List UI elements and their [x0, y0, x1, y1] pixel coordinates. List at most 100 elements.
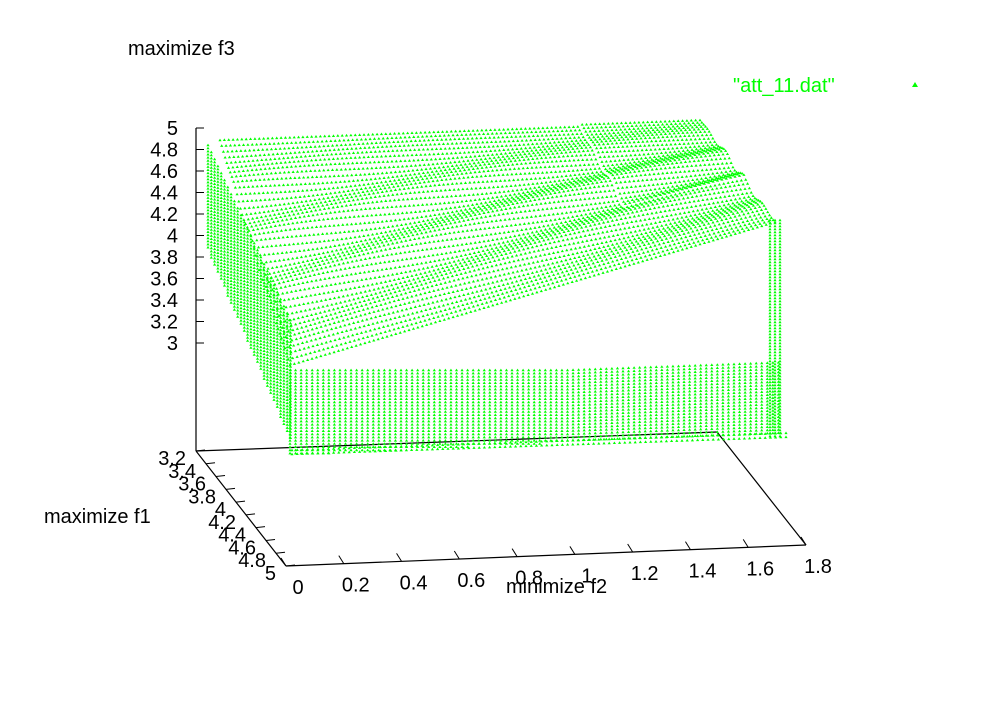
data-point — [332, 410, 336, 413]
data-point — [660, 381, 664, 384]
data-point — [760, 393, 764, 397]
data-point — [471, 413, 475, 416]
data-point — [546, 137, 550, 141]
data-point — [382, 429, 386, 432]
data-point — [773, 356, 777, 360]
data-point — [650, 133, 654, 136]
data-point — [393, 407, 398, 410]
data-point — [226, 222, 230, 226]
data-point — [285, 373, 289, 377]
data-point — [454, 416, 459, 420]
data-point — [615, 121, 619, 125]
data-point — [213, 241, 217, 244]
data-point — [209, 218, 213, 222]
data-point — [241, 199, 245, 203]
data-point — [356, 178, 360, 182]
data-point — [765, 415, 769, 419]
data-point — [471, 403, 475, 407]
data-point — [288, 362, 293, 365]
data-point — [504, 403, 509, 407]
data-point — [604, 402, 608, 405]
data-point — [239, 319, 243, 322]
data-point — [521, 387, 525, 391]
data-point — [687, 153, 691, 156]
data-point — [360, 413, 364, 416]
data-point — [571, 406, 575, 410]
data-point — [488, 423, 492, 426]
data-point — [510, 426, 514, 429]
x-tick-label: 0 — [292, 577, 303, 599]
data-point — [773, 293, 777, 297]
data-point — [282, 170, 287, 174]
data-point — [377, 375, 381, 378]
data-point — [279, 409, 283, 412]
data-point — [510, 400, 514, 404]
data-point — [638, 391, 642, 395]
data-point — [407, 179, 412, 183]
data-point — [305, 403, 309, 407]
data-point — [651, 128, 655, 132]
data-point — [266, 191, 270, 194]
data-point — [460, 413, 464, 416]
data-point — [272, 323, 276, 327]
data-point — [560, 378, 564, 381]
data-point — [538, 435, 542, 439]
data-point — [410, 442, 414, 445]
data-point — [332, 435, 336, 439]
data-point — [575, 146, 579, 150]
data-point — [269, 323, 273, 326]
data-point — [277, 183, 281, 187]
data-point — [404, 413, 409, 416]
series-points — [206, 118, 788, 456]
data-point — [577, 374, 581, 378]
data-point — [683, 128, 688, 132]
data-point — [288, 442, 292, 445]
data-point — [272, 395, 276, 398]
data-point — [404, 148, 408, 152]
data-point — [515, 394, 520, 397]
data-point — [700, 150, 704, 154]
data-point — [670, 135, 674, 138]
data-point — [593, 393, 597, 396]
data-point — [279, 344, 283, 347]
data-point — [229, 205, 233, 208]
data-point — [262, 371, 266, 374]
data-point — [599, 399, 603, 402]
data-point — [302, 150, 306, 154]
data-point — [296, 189, 300, 193]
data-point — [460, 172, 464, 175]
data-point — [366, 368, 370, 372]
data-point — [438, 381, 442, 384]
data-point — [652, 159, 656, 163]
data-point — [293, 387, 298, 391]
data-point — [649, 365, 653, 369]
data-point — [272, 296, 276, 299]
data-point — [366, 432, 370, 436]
y-tick-mark — [255, 526, 266, 529]
data-point — [684, 145, 688, 149]
data-point — [299, 416, 303, 420]
data-point — [449, 397, 453, 400]
data-point — [624, 154, 629, 157]
data-point — [488, 387, 492, 391]
data-point — [632, 385, 636, 388]
data-point — [510, 371, 514, 375]
data-point — [315, 175, 319, 178]
data-point — [460, 410, 464, 413]
data-point — [384, 132, 388, 135]
data-point — [402, 144, 406, 147]
data-point — [360, 197, 364, 200]
data-point — [671, 409, 675, 413]
data-point — [582, 393, 586, 397]
data-point — [571, 410, 575, 413]
data-point — [721, 363, 725, 366]
data-point — [721, 372, 725, 376]
data-point — [765, 412, 769, 416]
data-point — [593, 418, 597, 422]
data-point — [685, 119, 689, 122]
data-point — [615, 136, 619, 139]
data-point — [643, 423, 647, 426]
data-point — [416, 426, 420, 429]
data-point — [389, 144, 393, 148]
data-point — [252, 257, 256, 260]
